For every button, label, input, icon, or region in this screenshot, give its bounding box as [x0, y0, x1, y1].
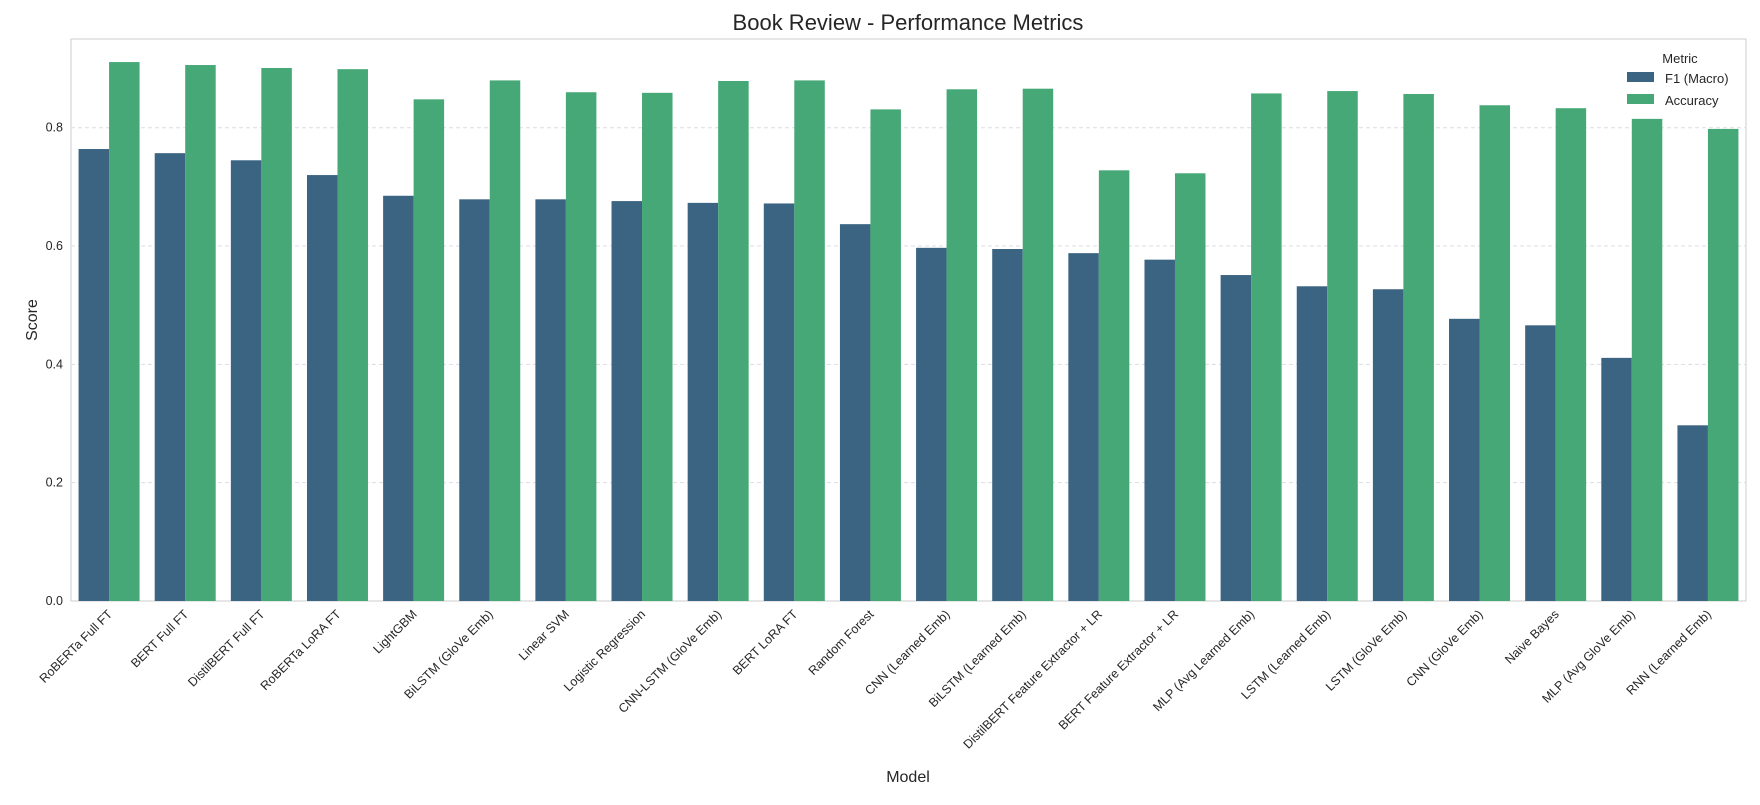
bar-f1 — [1296, 286, 1328, 601]
bar-accuracy — [261, 67, 292, 601]
bar-f1 — [611, 201, 643, 601]
legend-label-f1: F1 (Macro) — [1665, 71, 1729, 86]
x-tick-label: Logistic Regression — [561, 607, 648, 694]
x-tick-label: DistilBERT Full FT — [185, 607, 268, 690]
bar-accuracy — [489, 80, 521, 602]
x-tick-label: LSTM (GloVe Emb) — [1323, 607, 1410, 694]
bar-accuracy — [1403, 94, 1434, 601]
bar-f1 — [1372, 289, 1404, 601]
chart-title: Book Review - Performance Metrics — [733, 10, 1084, 35]
x-tick-label: BERT Feature Extractor + LR — [1056, 607, 1181, 732]
x-tick-label: DistilBERT Feature Extractor + LR — [961, 607, 1105, 751]
y-tick-label: 0.8 — [46, 121, 63, 135]
bar-accuracy — [1251, 93, 1282, 601]
bar-accuracy — [565, 92, 597, 602]
y-tick-label: 0.2 — [46, 476, 63, 490]
x-tick-label: Linear SVM — [516, 607, 572, 663]
bar-accuracy — [1555, 108, 1587, 602]
bar-accuracy — [185, 65, 216, 601]
bar-f1 — [916, 247, 947, 601]
bar-accuracy — [1631, 118, 1663, 601]
x-tick-label: CNN (Learned Emb) — [862, 607, 952, 697]
y-axis-ticks: 0.0 0.2 0.4 0.6 0.8 — [46, 121, 63, 608]
bar-f1 — [154, 153, 186, 601]
bar-accuracy — [337, 69, 368, 601]
bar-accuracy — [1098, 170, 1130, 602]
bar-f1 — [306, 175, 338, 601]
x-tick-label: RoBERTa LoRA FT — [258, 607, 344, 693]
bar-accuracy — [1707, 128, 1739, 602]
bar-f1 — [1220, 275, 1252, 601]
y-tick-label: 0.4 — [46, 357, 63, 371]
x-tick-label: CNN (GloVe Emb) — [1404, 607, 1486, 689]
bar-f1 — [687, 202, 719, 601]
x-tick-label: BiLSTM (GloVe Emb) — [401, 607, 495, 701]
bar-f1 — [230, 160, 262, 601]
y-tick-label: 0.0 — [46, 594, 63, 608]
bar-f1 — [1449, 318, 1480, 601]
x-tick-label: Random Forest — [806, 607, 877, 678]
bar-accuracy — [946, 89, 978, 601]
bar-f1 — [535, 199, 566, 601]
bar-accuracy — [109, 62, 140, 601]
bar-accuracy — [1327, 91, 1358, 601]
x-tick-label: BERT Full FT — [128, 607, 191, 670]
bar-f1 — [1525, 325, 1556, 601]
bars-layer — [78, 62, 1739, 602]
legend-swatch-accuracy — [1627, 94, 1654, 104]
x-tick-label: RNN (Learned Emb) — [1624, 607, 1714, 697]
x-axis-label: Model — [886, 769, 930, 786]
bar-f1 — [839, 224, 871, 601]
x-tick-label: BERT LoRA FT — [730, 607, 801, 678]
bar-f1 — [1601, 357, 1632, 601]
legend-title: Metric — [1662, 51, 1698, 66]
bar-f1 — [992, 249, 1023, 601]
x-tick-label: Naive Bayes — [1502, 607, 1562, 667]
legend-label-accuracy: Accuracy — [1665, 93, 1719, 108]
bar-f1 — [383, 195, 414, 601]
bar-accuracy — [794, 80, 825, 602]
bar-f1 — [1068, 253, 1099, 601]
bar-accuracy — [1479, 105, 1511, 602]
x-tick-label: RoBERTa Full FT — [37, 607, 116, 686]
legend: Metric F1 (Macro) Accuracy — [1627, 51, 1729, 108]
x-tick-label: LightGBM — [371, 607, 420, 656]
bar-f1 — [763, 203, 795, 601]
bar-f1 — [1677, 425, 1708, 601]
y-tick-label: 0.6 — [46, 239, 63, 253]
bar-accuracy — [642, 92, 673, 602]
bar-accuracy — [870, 109, 901, 602]
bar-f1 — [459, 199, 490, 601]
bar-f1 — [78, 149, 110, 601]
bar-accuracy — [413, 99, 445, 601]
bar-f1 — [1144, 259, 1175, 601]
bar-accuracy — [718, 81, 749, 602]
legend-swatch-f1 — [1627, 72, 1654, 82]
bar-accuracy — [1022, 88, 1054, 602]
bar-accuracy — [1174, 173, 1206, 601]
y-axis-label: Score — [24, 299, 41, 341]
